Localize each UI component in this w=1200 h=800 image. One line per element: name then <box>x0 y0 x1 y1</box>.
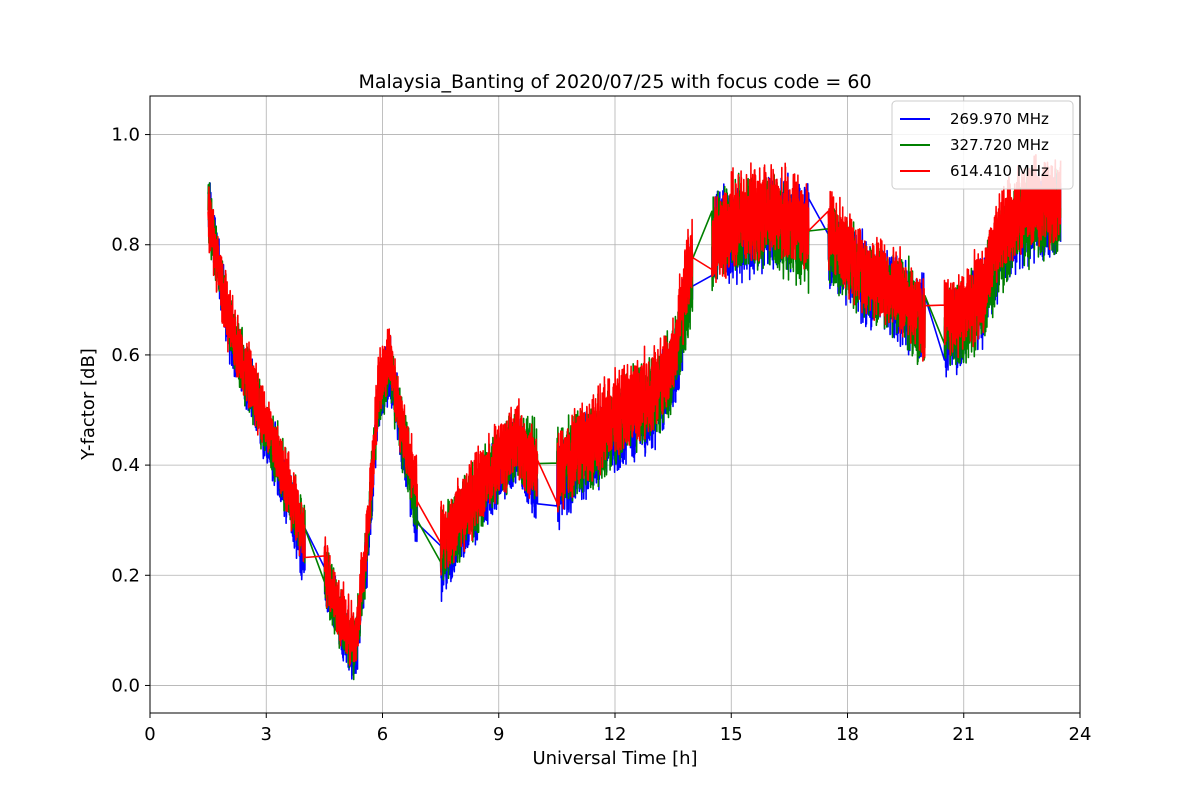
plot-area <box>207 154 1062 681</box>
y-tick-label: 0.8 <box>111 235 140 256</box>
legend-label-269-970: 269.970 MHz <box>950 110 1049 128</box>
ticks: 0 3 6 9 12 15 18 21 24 0.0 0.2 0.4 0.6 0.8 1.0 <box>111 125 1091 745</box>
y-tick-label: 0.4 <box>111 455 140 476</box>
plot-frame <box>149 95 1081 714</box>
y-tick-label: 0.2 <box>111 565 140 586</box>
x-tick-label: 9 <box>493 724 504 745</box>
legend-label-614-410: 614.410 MHz <box>950 162 1049 180</box>
x-tick-label: 21 <box>952 724 975 745</box>
y-tick-label: 0.0 <box>111 675 140 696</box>
chart-title: Malaysia_Banting of 2020/07/25 with focu… <box>358 71 871 93</box>
y-axis-label: Y-factor [dB] <box>78 348 99 461</box>
x-tick-label: 12 <box>604 724 627 745</box>
legend-label-327-720: 327.720 MHz <box>950 136 1049 154</box>
x-tick-label: 0 <box>144 724 155 745</box>
x-axis-label: Universal Time [h] <box>532 748 697 769</box>
x-tick-label: 6 <box>377 724 388 745</box>
x-tick-label: 3 <box>261 724 272 745</box>
series-line-614-410-mhz <box>207 154 1062 666</box>
x-tick-label: 24 <box>1069 724 1092 745</box>
legend-box <box>891 100 1074 190</box>
y-tick-label: 0.6 <box>111 345 140 366</box>
x-tick-label: 18 <box>836 724 859 745</box>
x-tick-label: 15 <box>720 724 743 745</box>
legend: 269.970 MHz 327.720 MHz 614.410 MHz <box>891 100 1074 190</box>
y-tick-label: 1.0 <box>111 125 140 146</box>
